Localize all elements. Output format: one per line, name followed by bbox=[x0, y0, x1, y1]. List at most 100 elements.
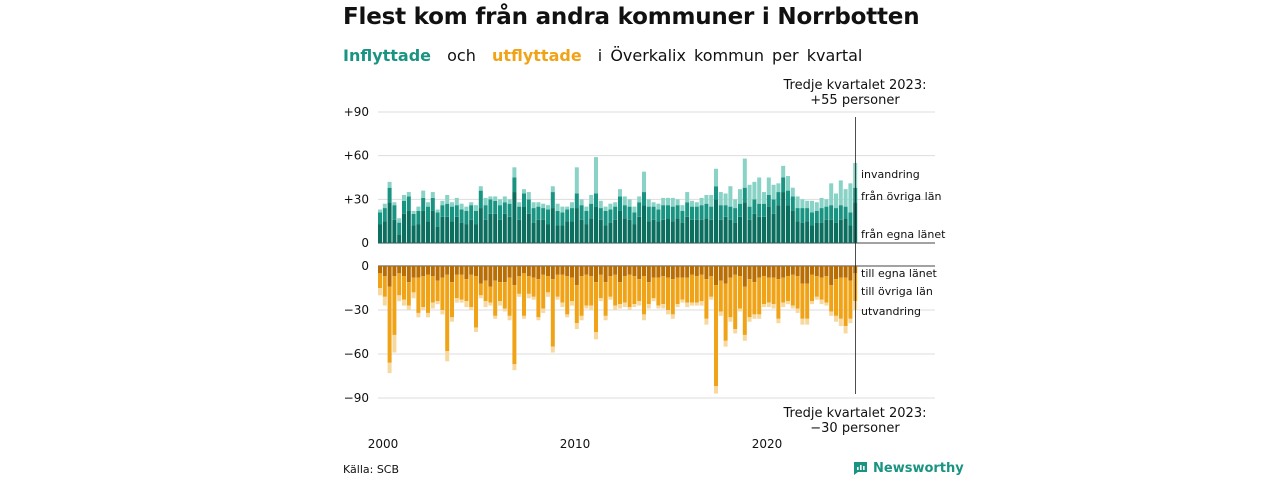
bar-in-4-s0 bbox=[397, 234, 402, 243]
bar-in-14-s2 bbox=[445, 194, 450, 204]
bar-out-63-s1 bbox=[680, 277, 685, 300]
bar-out-68-s1 bbox=[704, 279, 709, 319]
bar-in-75-s1 bbox=[738, 203, 742, 217]
annotation-top-line1: Tredje kvartalet 2023: bbox=[783, 78, 927, 93]
annotation-top-line2: +55 personer bbox=[810, 93, 900, 108]
bar-in-49-s2 bbox=[613, 202, 618, 207]
bar-out-86-s0 bbox=[790, 266, 795, 275]
bar-out-73-s0 bbox=[728, 266, 733, 278]
subtitle-inflyttade: Inflyttade bbox=[343, 46, 432, 65]
bar-in-53-s1 bbox=[632, 212, 637, 225]
bar-in-73-s0 bbox=[728, 219, 733, 243]
bar-out-15-s0 bbox=[450, 266, 454, 283]
bar-in-57-s2 bbox=[651, 202, 656, 207]
bar-in-26-s1 bbox=[502, 202, 507, 214]
bar-out-95-s0 bbox=[834, 266, 838, 280]
bar-out-33-s0 bbox=[536, 266, 541, 280]
bar-out-95-s1 bbox=[834, 279, 838, 316]
bar-out-32-s1 bbox=[531, 277, 536, 297]
bar-in-22-s2 bbox=[483, 197, 488, 206]
bar-in-98-s0 bbox=[848, 225, 853, 243]
bar-out-96-s0 bbox=[838, 266, 843, 278]
bar-in-78-s0 bbox=[752, 213, 757, 243]
bar-out-83-s1 bbox=[776, 279, 781, 319]
bar-out-0-s1 bbox=[378, 273, 382, 288]
bar-out-89-s0 bbox=[805, 266, 810, 284]
bar-in-65-s0 bbox=[690, 219, 694, 243]
bar-in-29-s2 bbox=[517, 202, 522, 207]
bar-in-0-s2 bbox=[378, 209, 382, 213]
bar-out-16-s1 bbox=[454, 274, 459, 299]
bar-in-40-s0 bbox=[570, 221, 574, 243]
bar-out-96-s2 bbox=[838, 318, 843, 327]
bar-in-97-s0 bbox=[843, 218, 848, 243]
bar-out-24-s1 bbox=[493, 280, 498, 316]
bar-in-8-s1 bbox=[416, 210, 421, 225]
bar-in-90-s1 bbox=[810, 212, 814, 226]
bar-out-30-s2 bbox=[522, 315, 526, 319]
bar-in-3-s2 bbox=[392, 202, 397, 206]
bar-out-58-s0 bbox=[656, 266, 661, 278]
bar-in-19-s2 bbox=[469, 202, 474, 206]
bar-out-17-s0 bbox=[459, 266, 464, 275]
bar-out-29-s1 bbox=[517, 276, 522, 294]
bar-out-91-s0 bbox=[814, 266, 819, 277]
bar-out-77-s1 bbox=[747, 279, 752, 318]
bar-out-51-s1 bbox=[622, 276, 627, 303]
subtitle-rest: i Överkalix kommun per kvartal bbox=[597, 46, 863, 65]
bar-out-69-s2 bbox=[709, 296, 714, 300]
bar-out-65-s1 bbox=[690, 274, 694, 303]
bar-in-77-s0 bbox=[747, 219, 752, 243]
bar-out-57-s2 bbox=[651, 298, 656, 302]
bar-in-28-s1 bbox=[512, 177, 517, 193]
bar-out-44-s2 bbox=[589, 305, 594, 310]
bar-in-52-s2 bbox=[627, 199, 632, 207]
bar-in-98-s1 bbox=[848, 212, 853, 226]
bar-out-71-s2 bbox=[718, 311, 723, 316]
x-tick-2000: 2000 bbox=[368, 437, 399, 451]
y-tick-in-1: +30 bbox=[344, 192, 369, 206]
bar-out-65-s0 bbox=[690, 266, 694, 275]
bar-in-17-s2 bbox=[459, 203, 464, 210]
bar-in-27-s1 bbox=[507, 203, 512, 217]
bar-out-84-s1 bbox=[781, 277, 786, 303]
bar-out-57-s1 bbox=[651, 277, 656, 299]
bar-in-6-s2 bbox=[406, 192, 411, 197]
bar-in-21-s0 bbox=[478, 208, 483, 243]
bar-in-77-s1 bbox=[747, 206, 752, 220]
bar-in-69-s2 bbox=[709, 194, 714, 207]
bar-in-8-s2 bbox=[416, 206, 421, 211]
bar-in-16-s2 bbox=[454, 197, 459, 206]
bar-in-87-s1 bbox=[795, 208, 800, 222]
bar-out-18-s1 bbox=[464, 279, 469, 302]
bar-in-31-s1 bbox=[526, 199, 531, 214]
bar-in-30-s2 bbox=[522, 189, 526, 194]
bar-in-23-s2 bbox=[488, 196, 493, 200]
bar-out-89-s2 bbox=[805, 318, 810, 325]
subtitle-och: och bbox=[447, 46, 476, 65]
bar-in-87-s0 bbox=[795, 221, 800, 243]
bar-in-51-s1 bbox=[622, 205, 627, 219]
bar-out-90-s2 bbox=[810, 301, 814, 305]
bar-out-53-s1 bbox=[632, 276, 637, 305]
bar-in-92-s2 bbox=[819, 197, 824, 209]
bar-in-80-s1 bbox=[762, 203, 766, 217]
bar-in-75-s2 bbox=[738, 189, 742, 204]
bar-in-47-s0 bbox=[603, 225, 608, 243]
bar-in-95-s2 bbox=[834, 193, 838, 209]
bar-out-82-s0 bbox=[771, 266, 776, 278]
bar-in-91-s2 bbox=[814, 202, 819, 211]
bar-in-70-s2 bbox=[714, 168, 718, 187]
bar-out-48-s0 bbox=[608, 266, 613, 277]
bar-out-43-s1 bbox=[584, 274, 589, 306]
bar-out-9-s2 bbox=[421, 307, 426, 310]
bar-in-65-s1 bbox=[690, 206, 694, 220]
bar-out-74-s1 bbox=[733, 274, 738, 330]
bar-in-95-s1 bbox=[834, 208, 838, 223]
bar-out-53-s2 bbox=[632, 304, 637, 308]
bar-in-90-s0 bbox=[810, 225, 814, 243]
bar-out-49-s1 bbox=[613, 274, 618, 306]
bar-out-32-s0 bbox=[531, 266, 536, 278]
bar-out-2-s1 bbox=[387, 286, 392, 363]
bar-out-8-s2 bbox=[416, 312, 421, 318]
